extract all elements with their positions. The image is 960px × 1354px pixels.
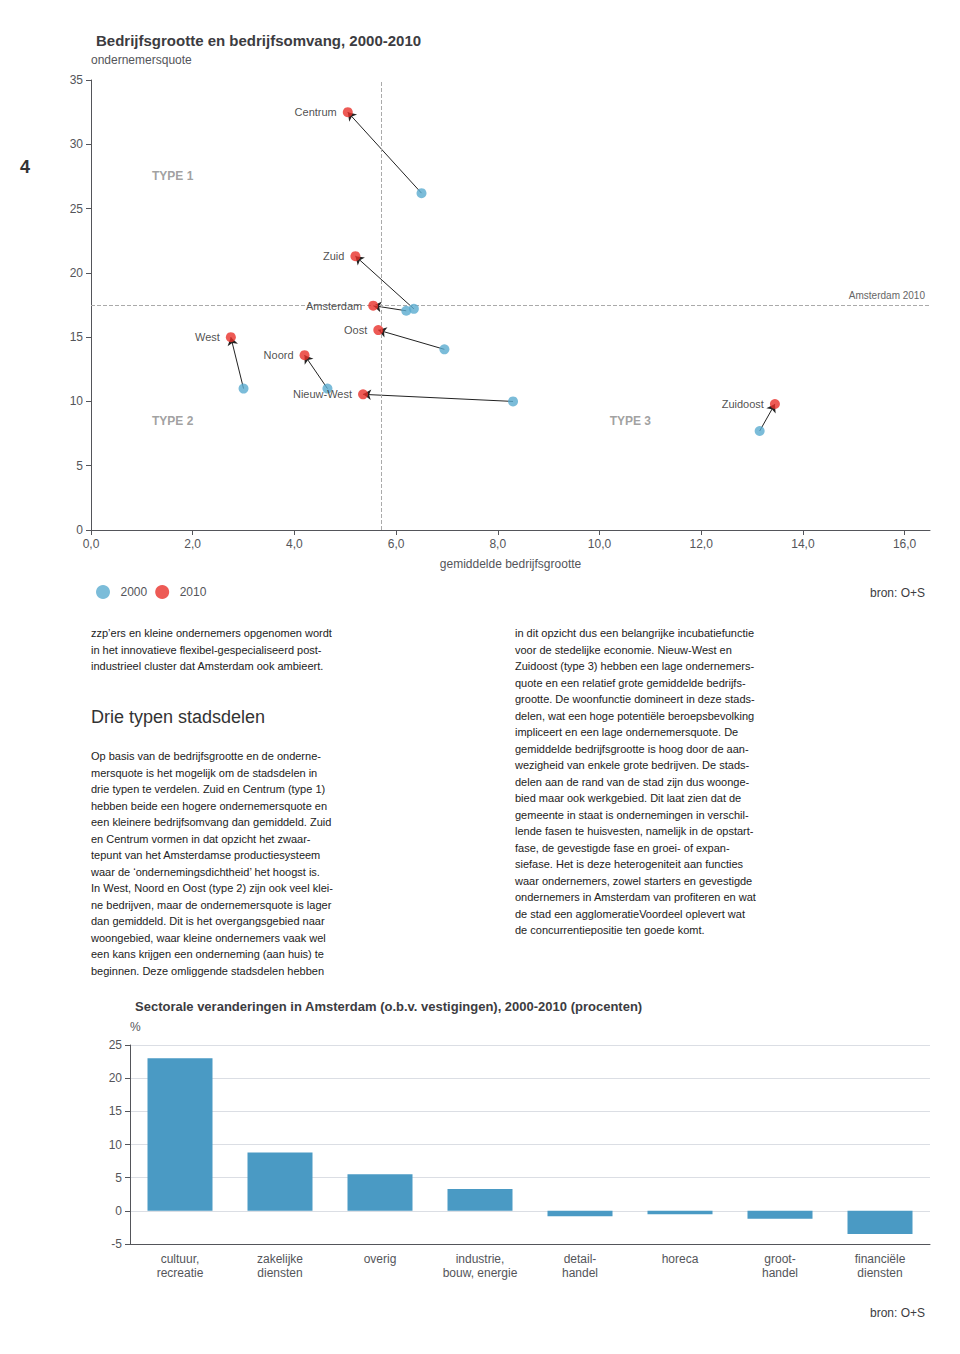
svg-text:TYPE 3: TYPE 3 (610, 414, 652, 428)
svg-text:Bedrijfsgrootte en bedrijfsomv: Bedrijfsgrootte en bedrijfsomvang, 2000-… (96, 32, 421, 49)
svg-text:%: % (130, 1020, 141, 1034)
svg-text:handel: handel (762, 1266, 798, 1280)
svg-text:de concurrentiepositie ten goe: de concurrentiepositie ten goede komt. (515, 924, 705, 936)
svg-text:2000: 2000 (121, 585, 148, 599)
svg-text:20: 20 (109, 1071, 123, 1085)
svg-text:0,0: 0,0 (83, 537, 100, 551)
svg-text:diensten: diensten (857, 1266, 902, 1280)
svg-text:Noord: Noord (264, 349, 294, 361)
svg-text:ondernemers in Amsterdam van p: ondernemers in Amsterdam van profiteren … (515, 891, 756, 903)
svg-text:TYPE 2: TYPE 2 (152, 414, 194, 428)
svg-text:West: West (195, 331, 220, 343)
svg-text:in dit opzicht dus een belangr: in dit opzicht dus een belangrijke incub… (515, 627, 754, 639)
svg-text:16,0: 16,0 (893, 537, 917, 551)
svg-text:groot-: groot- (764, 1252, 795, 1266)
svg-text:25: 25 (109, 1038, 123, 1052)
svg-text:0: 0 (115, 1204, 122, 1218)
svg-text:-5: -5 (111, 1237, 122, 1251)
svg-text:ondernemersquote: ondernemersquote (91, 53, 192, 67)
svg-text:Op basis van de bedrijfsgroott: Op basis van de bedrijfsgrootte en de on… (91, 750, 321, 762)
svg-text:zzp’ers en kleine ondernemers: zzp’ers en kleine ondernemers opgenomen … (91, 627, 332, 639)
svg-text:8,0: 8,0 (489, 537, 506, 551)
svg-text:lende fasen te huisvesten, nam: lende fasen te huisvesten, namelijk in d… (515, 825, 754, 837)
svg-text:ne bedrijven, maar de ondernem: ne bedrijven, maar de ondernemersquote i… (91, 899, 332, 911)
svg-text:20: 20 (70, 266, 84, 280)
svg-text:waar de ‘ondernemingsdichtheid: waar de ‘ondernemingsdichtheid’ het hoog… (90, 866, 320, 878)
svg-text:Nieuw-West: Nieuw-West (293, 388, 352, 400)
svg-text:gemiddelde bedrijfsgrootte is: gemiddelde bedrijfsgrootte is hoog door … (515, 743, 749, 755)
svg-text:gemeente in staat is ondernemi: gemeente in staat is ondernemingen in ve… (515, 809, 749, 821)
svg-text:gemiddelde bedrijfsgrootte: gemiddelde bedrijfsgrootte (440, 557, 582, 571)
svg-text:Drie typen stadsdelen: Drie typen stadsdelen (91, 707, 265, 727)
svg-text:Zuidoost: Zuidoost (722, 398, 764, 410)
svg-text:wezigheid van enkele grote bed: wezigheid van enkele grote bedrijven. De… (514, 759, 750, 771)
svg-text:impliceert en een lage onderne: impliceert en een lage ondernemersquote.… (515, 726, 738, 738)
svg-text:Sectorale veranderingen in Ams: Sectorale veranderingen in Amsterdam (o.… (135, 999, 642, 1014)
svg-text:10: 10 (109, 1138, 123, 1152)
svg-text:voor de stedelijke economie. N: voor de stedelijke economie. Nieuw-West … (515, 644, 732, 656)
svg-text:quote en een relatief grote ge: quote en een relatief grote gemiddelde b… (515, 677, 746, 689)
svg-text:waar ondernemers, zowel starte: waar ondernemers, zowel starters en geve… (514, 875, 752, 887)
svg-text:industrieel cluster dat Amster: industrieel cluster dat Amsterdam ook am… (91, 660, 323, 672)
svg-text:30: 30 (70, 137, 84, 151)
svg-text:2010: 2010 (180, 585, 207, 599)
svg-text:4,0: 4,0 (286, 537, 303, 551)
svg-text:overig: overig (364, 1252, 397, 1266)
svg-text:een kans krijgen een ondernemi: een kans krijgen een onderneming (aan hu… (91, 948, 324, 960)
svg-text:dan gemiddeld. Dit is het over: dan gemiddeld. Dit is het overgangsgebie… (91, 915, 325, 927)
svg-text:bron: O+S: bron: O+S (870, 1306, 925, 1320)
svg-text:zakelijke: zakelijke (257, 1252, 303, 1266)
svg-text:Oost: Oost (344, 324, 367, 336)
svg-text:Centrum: Centrum (295, 106, 337, 118)
svg-text:recreatie: recreatie (157, 1266, 204, 1280)
svg-text:fase, de gevestigde fase en gr: fase, de gevestigde fase en groei- of ex… (515, 842, 730, 854)
svg-text:Amsterdam 2010: Amsterdam 2010 (849, 290, 926, 301)
svg-text:een kleinere bedrijfsomvang da: een kleinere bedrijfsomvang dan gemiddel… (91, 816, 331, 828)
svg-text:15: 15 (70, 330, 84, 344)
svg-text:12,0: 12,0 (690, 537, 714, 551)
svg-text:diensten: diensten (257, 1266, 302, 1280)
svg-text:5: 5 (76, 459, 83, 473)
svg-text:Amsterdam: Amsterdam (306, 300, 362, 312)
svg-text:10: 10 (70, 394, 84, 408)
svg-text:Zuid: Zuid (323, 250, 344, 262)
svg-text:hebben beide een hogere ondern: hebben beide een hogere ondernemersquote… (91, 800, 327, 812)
svg-text:2,0: 2,0 (184, 537, 201, 551)
svg-text:industrie,: industrie, (456, 1252, 505, 1266)
svg-text:10,0: 10,0 (588, 537, 612, 551)
svg-text:delen aan de rand van de stad: delen aan de rand van de stad zijn dus w… (515, 776, 750, 788)
svg-text:woongebied, waar kleine ondern: woongebied, waar kleine ondernemers vaak… (90, 932, 326, 944)
svg-text:siefase. Het is deze heterogen: siefase. Het is deze heterogeniteit aan … (515, 858, 744, 870)
svg-text:6,0: 6,0 (388, 537, 405, 551)
svg-text:bied maar ook werkgebied. Dit: bied maar ook werkgebied. Dit laat zien … (515, 792, 741, 804)
svg-text:financiële: financiële (855, 1252, 906, 1266)
svg-text:detail-: detail- (564, 1252, 597, 1266)
svg-text:cultuur,: cultuur, (161, 1252, 200, 1266)
svg-text:14,0: 14,0 (791, 537, 815, 551)
svg-text:25: 25 (70, 202, 84, 216)
svg-text:handel: handel (562, 1266, 598, 1280)
svg-text:bouw, energie: bouw, energie (443, 1266, 518, 1280)
svg-text:drie typen te verdelen. Zuid e: drie typen te verdelen. Zuid en Centrum … (91, 783, 325, 795)
svg-text:bron: O+S: bron: O+S (870, 586, 925, 600)
svg-text:4: 4 (20, 157, 30, 177)
svg-text:horeca: horeca (662, 1252, 699, 1266)
svg-text:in het innovatieve flexibel-ge: in het innovatieve flexibel-gespecialise… (91, 644, 322, 656)
svg-text:mersquote is het mogelijk om d: mersquote is het mogelijk om de stadsdel… (91, 767, 317, 779)
svg-text:de stad een agglomeratieVoorde: de stad een agglomeratieVoordeel oplever… (515, 908, 745, 920)
svg-text:delen, wat een hoge potentiële: delen, wat een hoge potentiële beroepsbe… (515, 710, 754, 722)
svg-text:beginnen. Deze omliggende stad: beginnen. Deze omliggende stadsdelen heb… (91, 965, 324, 977)
svg-text:15: 15 (109, 1104, 123, 1118)
svg-text:0: 0 (76, 523, 83, 537)
svg-text:In West, Noord en Oost (type 2: In West, Noord en Oost (type 2) zijn ook… (91, 882, 333, 894)
svg-text:en Centrum vormen in dat opzic: en Centrum vormen in dat opzicht het zwa… (91, 833, 311, 845)
svg-text:5: 5 (115, 1171, 122, 1185)
svg-text:tepunt van het Amsterdamse pro: tepunt van het Amsterdamse productiesyst… (91, 849, 320, 861)
svg-text:Zuidoost (type 3) hebben een l: Zuidoost (type 3) hebben een lage ondern… (515, 660, 754, 672)
svg-text:35: 35 (70, 73, 84, 87)
svg-text:grootte. De woonfunctie domine: grootte. De woonfunctie domineert in dez… (515, 693, 755, 705)
svg-text:TYPE 1: TYPE 1 (152, 169, 194, 183)
